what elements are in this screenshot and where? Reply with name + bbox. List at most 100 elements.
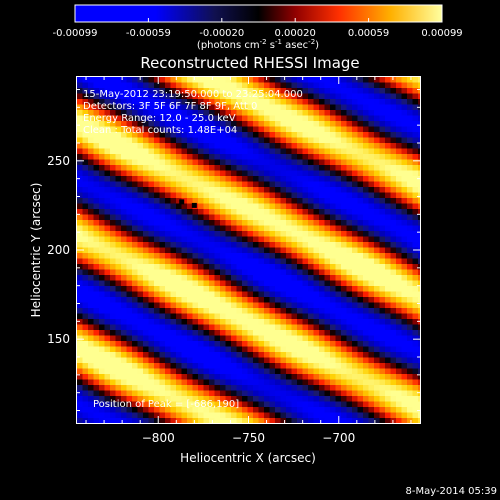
heatmap-cell	[352, 291, 359, 298]
heatmap-cell	[165, 143, 172, 150]
heatmap-cell	[363, 126, 370, 133]
heatmap-cell	[115, 82, 122, 89]
heatmap-cell	[203, 209, 210, 216]
heatmap-cell	[396, 401, 403, 408]
heatmap-cell	[137, 209, 144, 216]
heatmap-cell	[357, 357, 364, 364]
heatmap-cell	[88, 165, 95, 172]
heatmap-cell	[77, 143, 84, 150]
heatmap-cell	[170, 374, 177, 381]
heatmap-cell	[379, 82, 386, 89]
heatmap-cell	[385, 264, 392, 271]
heatmap-cell	[407, 93, 414, 100]
heatmap-cell	[198, 275, 205, 282]
heatmap-cell	[247, 170, 254, 177]
heatmap-cell	[231, 291, 238, 298]
heatmap-cell	[225, 396, 232, 403]
heatmap-cell	[176, 143, 183, 150]
heatmap-cell	[137, 236, 144, 243]
heatmap-cell	[99, 390, 106, 397]
heatmap-cell	[231, 330, 238, 337]
heatmap-cell	[335, 302, 342, 309]
heatmap-cell	[390, 170, 397, 177]
heatmap-cell	[225, 341, 232, 348]
heatmap-cell	[401, 209, 408, 216]
heatmap-cell	[264, 115, 271, 122]
heatmap-cell	[374, 258, 381, 265]
heatmap-cell	[236, 214, 243, 221]
heatmap-cell	[313, 412, 320, 419]
heatmap-cell	[77, 368, 84, 375]
heatmap-cell	[137, 407, 144, 414]
heatmap-cell	[275, 220, 282, 227]
heatmap-cell	[341, 269, 348, 276]
heatmap-cell	[418, 214, 420, 221]
heatmap-cell	[236, 291, 243, 298]
heatmap-cell	[374, 412, 381, 419]
heatmap-cell	[159, 77, 166, 84]
heatmap-cell	[242, 275, 249, 282]
heatmap-cell	[324, 407, 331, 414]
heatmap-cell	[132, 313, 139, 320]
heatmap-cell	[115, 176, 122, 183]
heatmap-cell	[176, 363, 183, 370]
heatmap-cell	[93, 247, 100, 254]
heatmap-cell	[352, 346, 359, 353]
heatmap-cell	[192, 159, 199, 166]
heatmap-cell	[242, 302, 249, 309]
heatmap-cell	[280, 115, 287, 122]
heatmap-cell	[313, 77, 320, 84]
heatmap-cell	[192, 154, 199, 161]
heatmap-cell	[176, 121, 183, 128]
heatmap-cell	[77, 324, 84, 331]
heatmap-cell	[176, 176, 183, 183]
heatmap-cell	[165, 159, 172, 166]
heatmap-cell	[324, 297, 331, 304]
heatmap-cell	[280, 308, 287, 315]
heatmap-cell	[93, 154, 100, 161]
heatmap-cell	[374, 88, 381, 95]
heatmap-cell	[181, 132, 188, 139]
heatmap-cell	[401, 143, 408, 150]
heatmap-cell	[236, 143, 243, 150]
heatmap-cell	[170, 132, 177, 139]
heatmap-cell	[170, 379, 177, 386]
heatmap-cell	[390, 291, 397, 298]
heatmap-cell	[82, 93, 89, 100]
heatmap-cell	[319, 176, 326, 183]
heatmap-cell	[115, 115, 122, 122]
heatmap-cell	[330, 192, 337, 199]
heatmap-cell	[407, 242, 414, 249]
heatmap-cell	[148, 247, 155, 254]
heatmap-cell	[379, 379, 386, 386]
heatmap-cell	[264, 269, 271, 276]
heatmap-cell	[247, 390, 254, 397]
heatmap-cell	[280, 390, 287, 397]
heatmap-cell	[115, 203, 122, 210]
heatmap-cell	[401, 198, 408, 205]
heatmap-cell	[379, 346, 386, 353]
heatmap-cell	[77, 198, 84, 205]
heatmap-cell	[99, 385, 106, 392]
heatmap-cell	[341, 291, 348, 298]
heatmap-cell	[363, 374, 370, 381]
heatmap-cell	[363, 308, 370, 315]
heatmap-cell	[236, 148, 243, 155]
heatmap-cell	[335, 121, 342, 128]
heatmap-cell	[363, 407, 370, 414]
heatmap-cell	[99, 302, 106, 309]
heatmap-cell	[297, 110, 304, 117]
heatmap-cell	[115, 390, 122, 397]
y-tick-label: 200	[47, 243, 70, 257]
heatmap-cell	[176, 418, 183, 423]
heatmap-cell	[407, 126, 414, 133]
heatmap-cell	[330, 126, 337, 133]
heatmap-cell	[368, 401, 375, 408]
heatmap-cell	[324, 181, 331, 188]
heatmap-cell	[379, 148, 386, 155]
heatmap-cell	[418, 148, 420, 155]
heatmap-cell	[412, 352, 419, 359]
heatmap-cell	[341, 313, 348, 320]
heatmap-cell	[132, 192, 139, 199]
heatmap-cell	[341, 181, 348, 188]
